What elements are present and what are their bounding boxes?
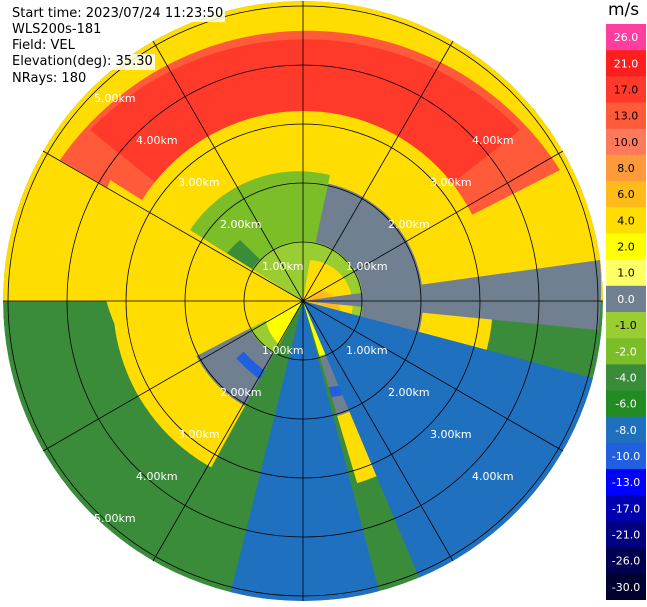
nrays-label: NRays: 180 <box>10 71 89 87</box>
colorbar-swatch <box>606 233 646 261</box>
ring-label-se-1: 1.00km <box>346 344 388 357</box>
colorbar-swatch <box>606 364 646 392</box>
colorbar-tick-label: -30.0 <box>612 581 640 594</box>
ring-label-se-2: 2.00km <box>388 386 430 399</box>
colorbar-tick-label: -17.0 <box>612 502 640 515</box>
colorbar-swatch <box>606 259 646 287</box>
colorbar-tick-label: -26.0 <box>612 555 640 568</box>
colorbar-tick-label: 17.0 <box>614 83 639 96</box>
colorbar-swatch <box>606 390 646 418</box>
colorbar-swatch <box>606 547 646 575</box>
ring-label-sw-1: 1.00km <box>262 344 304 357</box>
colorbar-tick-label: -6.0 <box>615 398 636 411</box>
colorbar-swatch <box>606 154 646 182</box>
colorbar-swatch <box>606 416 646 444</box>
azimuth-spokes <box>3 1 603 601</box>
colorbar-swatch <box>606 181 646 208</box>
ring-label-nw-4: 4.00km <box>136 134 178 147</box>
colorbar-tick-label: -21.0 <box>612 529 640 542</box>
colorbar-swatch <box>606 128 646 156</box>
ring-label-nw-2: 2.00km <box>220 218 262 231</box>
ring-label-se-4: 4.00km <box>472 470 514 483</box>
colorbar-swatch <box>606 285 646 313</box>
colorbar-swatch <box>606 207 646 234</box>
velocity-field <box>3 1 603 601</box>
ring-label-ne-3: 3.00km <box>430 176 472 189</box>
colorbar-tick-label: 8.0 <box>617 162 635 175</box>
ring-label-nw-3: 3.00km <box>178 176 220 189</box>
field-label: Field: VEL <box>10 38 77 54</box>
ring-label-ne-4: 4.00km <box>472 134 514 147</box>
colorbar-tick-label: 1.0 <box>617 267 635 280</box>
colorbar-tick-label: 0.0 <box>617 293 635 306</box>
colorbar-swatch <box>606 102 646 130</box>
colorbar-tick-label: 4.0 <box>617 214 635 227</box>
instrument-label: WLS200s-181 <box>10 22 104 38</box>
colorbar-swatch <box>606 338 646 365</box>
colorbar-tick-label: 26.0 <box>614 31 639 44</box>
ring-label-sw-5: 5.00km <box>94 512 136 525</box>
colorbar-swatch <box>606 76 646 104</box>
colorbar-unit: m/s <box>608 0 640 20</box>
colorbar-swatch <box>606 573 646 600</box>
ring-label-sw-4: 4.00km <box>136 470 178 483</box>
colorbar-tick-label: 6.0 <box>617 188 635 201</box>
ring-label-nw-5: 5.00km <box>94 92 136 105</box>
colorbar-swatch <box>606 50 646 77</box>
ring-label-sw-3: 3.00km <box>178 428 220 441</box>
ring-label-se-3: 3.00km <box>430 428 472 441</box>
ring-label-ne-1: 1.00km <box>346 260 388 273</box>
ring-label-ne-2: 2.00km <box>388 218 430 231</box>
ring-labels: 1.00km 1.00km 1.00km 1.00km 2.00km 2.00k… <box>94 92 514 525</box>
start-time-label: Start time: 2023/07/24 11:23:50 <box>10 6 226 22</box>
colorbar-swatch <box>606 469 646 496</box>
colorbar-swatch <box>606 521 646 549</box>
colorbar-tick-label: 13.0 <box>614 110 639 123</box>
colorbar-tick-label: -10.0 <box>612 450 640 463</box>
colorbar-tick-label: -1.0 <box>615 319 636 332</box>
colorbar-tick-label: -2.0 <box>615 345 636 358</box>
ring-label-nw-1: 1.00km <box>262 260 304 273</box>
colorbar-tick-label: -8.0 <box>615 424 636 437</box>
colorbar-swatch <box>606 442 646 470</box>
colorbar-swatch <box>606 312 646 339</box>
colorbar-swatch <box>606 495 646 522</box>
colorbar-swatch <box>606 24 646 51</box>
colorbar-tick-label: -13.0 <box>612 476 640 489</box>
colorbar-tick-label: 21.0 <box>614 57 639 70</box>
velocity-colorbar: 26.0 21.0 17.0 13.0 10.0 8.0 6.0 4.0 2.0 1.0 0.0 -1… <box>606 24 646 600</box>
colorbar-tick-label: 10.0 <box>614 136 639 149</box>
ring-label-sw-2: 2.00km <box>220 386 262 399</box>
colorbar-tick-label: -4.0 <box>615 371 636 384</box>
elevation-label: Elevation(deg): 35.30 <box>10 54 155 70</box>
colorbar-tick-label: 2.0 <box>617 241 635 254</box>
